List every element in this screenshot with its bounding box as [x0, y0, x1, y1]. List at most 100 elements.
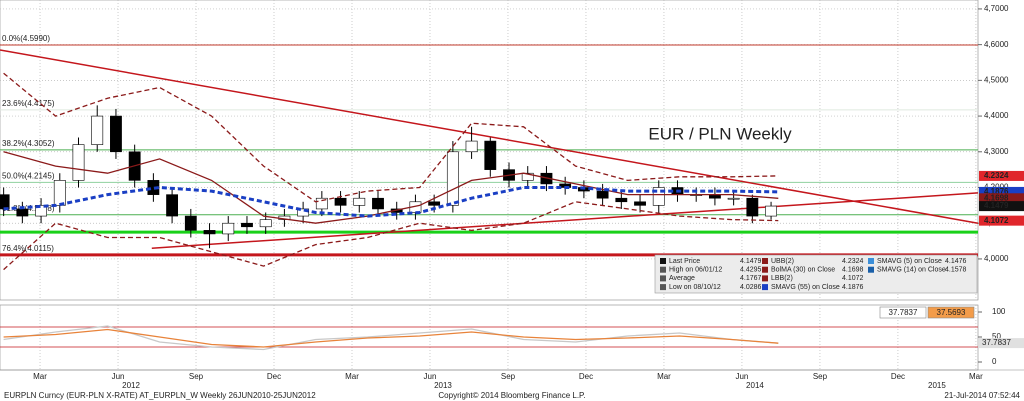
candle-body	[110, 115, 122, 153]
legend-label: Low on 08/10/12	[669, 284, 721, 291]
candle-body	[372, 197, 384, 210]
candle-body	[428, 201, 441, 206]
legend-label: SMAVG (55) on Close	[771, 284, 840, 291]
x-year-label: 2013	[434, 381, 452, 390]
legend-swatch	[868, 258, 874, 264]
candle-body	[91, 115, 104, 145]
candle-body	[596, 190, 609, 199]
x-tick-label: Sep	[189, 372, 204, 381]
price-tag	[979, 338, 1024, 349]
price-tag	[979, 215, 1024, 226]
candle-body	[297, 208, 310, 217]
candle-body	[465, 140, 478, 153]
candle-body	[765, 205, 777, 217]
legend-label: SMAVG (5) on Close	[877, 258, 942, 265]
header-value: 37.7837	[889, 308, 918, 317]
legend-label: High on 06/01/12	[669, 267, 722, 274]
price-tag-label: 4.1698	[984, 193, 1009, 202]
legend-swatch	[762, 266, 768, 273]
y-tick-label: 4,3000	[984, 147, 1009, 156]
header-box	[927, 306, 975, 319]
legend-value: 4.0286	[740, 284, 762, 291]
price-tag-label: 4.2324	[984, 171, 1009, 180]
legend-value: 4.1578	[945, 267, 967, 274]
level-label: 23.6%(4.4175)	[2, 99, 55, 108]
legend-value: 4.4295	[740, 267, 762, 274]
price-tag-label: 37.7837	[982, 338, 1011, 347]
x-tick-label: Jun	[112, 372, 125, 381]
legend-swatch	[660, 258, 666, 264]
legend-swatch	[762, 284, 768, 291]
legend-value: 4.1698	[842, 267, 864, 274]
x-tick-label: Mar	[33, 372, 47, 381]
candle-body	[203, 230, 216, 235]
footer-right: 21-Jul-2014 07:52:44	[944, 391, 1020, 400]
candle-body	[35, 205, 47, 217]
price-tag	[979, 193, 1024, 204]
legend-value: 4.1767	[740, 275, 762, 282]
legend-swatch	[868, 266, 874, 273]
x-tick-label: Sep	[813, 372, 828, 381]
candle-body	[0, 194, 10, 210]
candle-body	[446, 151, 459, 206]
candle-body	[334, 197, 347, 206]
x-year-label: 2012	[122, 381, 140, 390]
price-tag	[979, 186, 1024, 197]
candle-body	[746, 197, 759, 217]
overlay-line	[3, 151, 779, 224]
price-tag-label: 4.1479	[984, 201, 1009, 210]
overlay-line	[3, 201, 779, 271]
candle-body	[259, 219, 272, 228]
legend-box	[654, 254, 978, 294]
price-tag	[979, 201, 1024, 212]
candle-body	[615, 197, 628, 203]
candle-body	[222, 222, 235, 235]
footer-center: Copyright© 2014 Bloomberg Finance L.P.	[438, 391, 585, 400]
x-tick-label: Jun	[735, 372, 748, 381]
candle-body	[166, 194, 179, 217]
legend-label: SMAVG (14) on Close	[877, 267, 946, 274]
x-tick-label: Mar	[969, 372, 983, 381]
legend-label: Last Price	[669, 258, 700, 265]
candle-body	[634, 201, 646, 206]
candle-body	[521, 172, 534, 181]
x-tick-label: Dec	[579, 372, 593, 381]
price-tag-label: 4.1072	[984, 216, 1009, 225]
indicator-line	[3, 328, 779, 348]
y-tick-label: 4,7000	[984, 4, 1009, 13]
x-tick-label: Sep	[501, 372, 516, 381]
price-tag-label: 4.1876	[984, 187, 1009, 196]
legend-swatch	[762, 275, 768, 282]
y-tick-label: 4,5000	[984, 75, 1009, 84]
legend-label: UBB(2)	[771, 258, 794, 265]
legend-swatch	[660, 275, 666, 282]
overlay-line	[3, 185, 779, 218]
footer-left: EURPLN Curncy (EUR-PLN X-RATE) AT_EURPLN…	[4, 391, 316, 400]
candle-body	[652, 187, 665, 206]
x-year-label: 2015	[928, 381, 946, 390]
indicator-line	[3, 325, 779, 351]
price-tag	[979, 170, 1024, 181]
candle-body	[72, 144, 85, 181]
overlay-line	[3, 72, 779, 203]
x-tick-label: Dec	[267, 372, 281, 381]
legend-swatch	[660, 266, 666, 273]
level-label: 50.0%(4.2145)	[2, 171, 55, 180]
candle-body	[315, 197, 328, 210]
candle-body	[727, 197, 740, 200]
legend-label: BolMA (30) on Close	[771, 267, 835, 274]
candle-body	[241, 222, 253, 228]
trendline	[151, 192, 979, 249]
y-tick-label: 50	[992, 332, 1001, 341]
y-tick-label: 4,4000	[984, 111, 1009, 120]
x-tick-label: Mar	[345, 372, 359, 381]
candle-body	[484, 140, 497, 170]
trendline	[0, 49, 979, 224]
candle-body	[53, 180, 66, 206]
x-tick-label: Jun	[424, 372, 437, 381]
x-year-label: 2014	[746, 381, 764, 390]
candle-body	[184, 215, 197, 231]
y-tick-label: 4,6000	[984, 40, 1009, 49]
legend-value: 4.1072	[842, 275, 864, 282]
